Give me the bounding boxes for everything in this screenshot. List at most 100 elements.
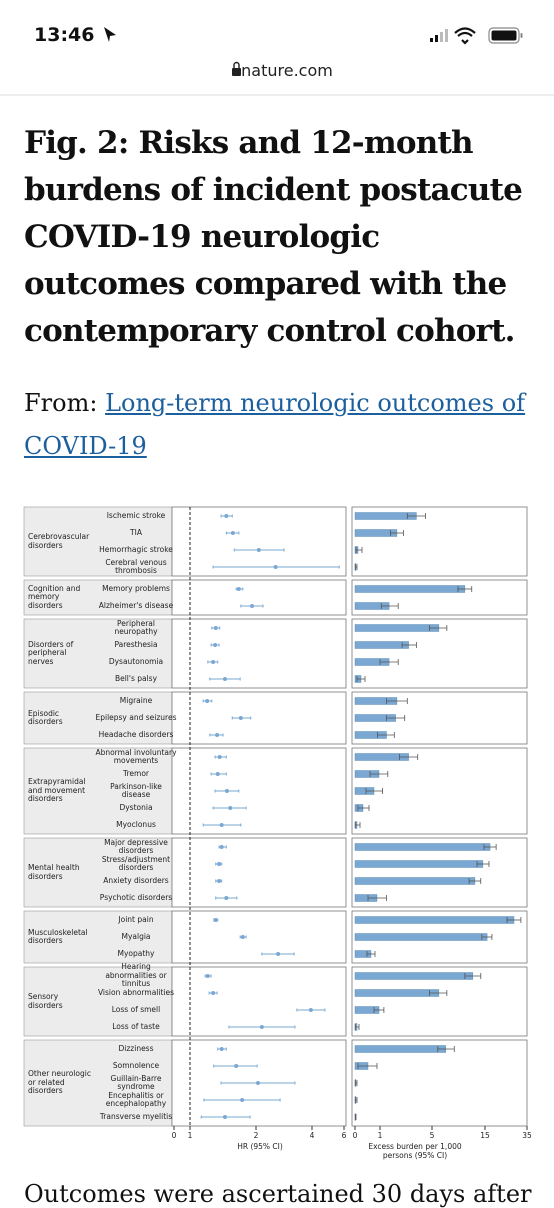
hr-point (276, 952, 281, 956)
x2-axis-label: Excess burden per 1,000 persons (95% CI) (368, 1142, 462, 1160)
group-panel (23, 506, 173, 577)
x-tick-label: 0 (172, 1131, 177, 1140)
url[interactable]: nature.com (0, 61, 554, 80)
article-link[interactable]: Long-term neurologic outcomes of COVID-1… (24, 389, 526, 460)
outcome-label: Stress/adjustment disorders (101, 854, 171, 872)
hr-point (219, 823, 224, 827)
hr-panel (171, 579, 347, 616)
group-label: Episodic disorders (28, 708, 63, 726)
outcome-label: Parkinson-like disease (110, 781, 162, 799)
outcome-label: Myoclonus (116, 819, 156, 829)
outcome-label: Anxiety disorders (103, 875, 169, 885)
outcome-label: Memory problems (102, 583, 170, 593)
outcome-label: Headache disorders (98, 729, 174, 739)
outcome-label: Migraine (119, 695, 153, 705)
outcome-label: Abnormal involuntary movements (95, 747, 177, 765)
group-label: Sensory disorders (28, 992, 63, 1010)
hr-point (273, 565, 278, 569)
outcome-label: Transverse myelitis (99, 1111, 173, 1121)
hr-point (219, 1047, 224, 1051)
group-panel (23, 747, 173, 835)
hr-point (205, 699, 210, 703)
hr-panel (171, 691, 347, 745)
hr-point (205, 974, 210, 978)
outcome-label: Major depressive disorders (104, 837, 168, 855)
group-label: Extrapyramidal and movement disorders (28, 777, 86, 804)
hr-point (240, 935, 245, 939)
outcome-label: Vision abnormalities (97, 987, 175, 997)
source: From: Long-term neurologic outcomes of C… (24, 382, 534, 468)
hr-point (213, 643, 218, 647)
hr-point (222, 1115, 227, 1119)
group-label: Mental health disorders (28, 863, 80, 881)
hr-point (213, 918, 218, 922)
outcome-label: Encephalitis or encephalopathy (105, 1090, 167, 1108)
hr-point (215, 772, 220, 776)
x2-tick-label: 35 (522, 1131, 532, 1140)
hr-point (224, 896, 229, 900)
location-icon (104, 27, 116, 42)
x-axis-label: HR (95% CI) (237, 1142, 283, 1151)
x2-tick-label: 1 (378, 1131, 383, 1140)
hr-point (250, 604, 255, 608)
status-time: 13:46 (34, 24, 95, 46)
wifi-icon (454, 27, 476, 45)
battery-icon (488, 27, 523, 44)
hr-panel (171, 837, 347, 908)
group-label: Cognition and memory disorders (28, 583, 81, 610)
outcome-label: TIA (130, 527, 142, 537)
x-tick-label: 1 (188, 1131, 193, 1140)
hr-panel (171, 747, 347, 835)
hr-panel (171, 910, 347, 964)
hr-panel (171, 966, 347, 1037)
outcome-label: Myalgia (121, 931, 151, 941)
outcome-label: Cerebral venous thrombosis (105, 557, 167, 575)
hr-point (219, 845, 224, 849)
burden-panel (351, 506, 528, 577)
signal-icon (430, 29, 448, 42)
outcome-label: Paresthesia (114, 639, 158, 649)
from-label: From: (24, 389, 98, 417)
x2-tick-label: 5 (430, 1131, 435, 1140)
outcome-label: Epilepsy and seizures (95, 712, 177, 722)
group-label: Disorders of peripheral nerves (28, 639, 74, 666)
hr-panel (171, 618, 347, 689)
x2-tick-label: 0 (353, 1131, 358, 1140)
x2-tick-label: 15 (480, 1131, 490, 1140)
hr-point (224, 789, 229, 793)
hr-point (228, 806, 233, 810)
hr-point (211, 660, 216, 664)
hr-point (217, 755, 222, 759)
outcome-label: Psychotic disorders (99, 892, 173, 902)
outcome-label: Hearing abnormalities or tinnitus (105, 962, 167, 989)
group-label: Musculoskeletal disorders (28, 927, 88, 945)
x-tick-label: 2 (254, 1131, 259, 1140)
outcome-label: Hemorrhagic stroke (99, 544, 173, 554)
hr-point (236, 587, 241, 591)
group-panel (23, 1039, 173, 1127)
outcome-label: Guillain-Barre syndrome (110, 1073, 162, 1091)
outcome-label: Somnolence (112, 1060, 160, 1070)
x-tick-label: 4 (310, 1131, 315, 1140)
group-label: Cerebrovascular disorders (28, 532, 90, 550)
hr-point (256, 548, 261, 552)
burden-panel (351, 1039, 528, 1127)
hr-point (213, 626, 218, 630)
hr-point (240, 1098, 245, 1102)
outcome-label: Dysautonomia (108, 656, 164, 666)
hr-panel (171, 506, 347, 577)
group-panel (23, 579, 173, 616)
hr-point (308, 1008, 313, 1012)
url-text[interactable]: nature.com (241, 61, 333, 80)
figure-title: Fig. 2: Risks and 12-month burdens of in… (24, 125, 523, 349)
hr-point (255, 1081, 260, 1085)
outcome-label: Dizziness (118, 1043, 154, 1053)
hr-point (234, 1064, 239, 1068)
hr-point (259, 1025, 264, 1029)
outcome-label: Joint pain (118, 914, 154, 924)
lock-icon (232, 61, 241, 76)
group-panel (23, 966, 173, 1037)
